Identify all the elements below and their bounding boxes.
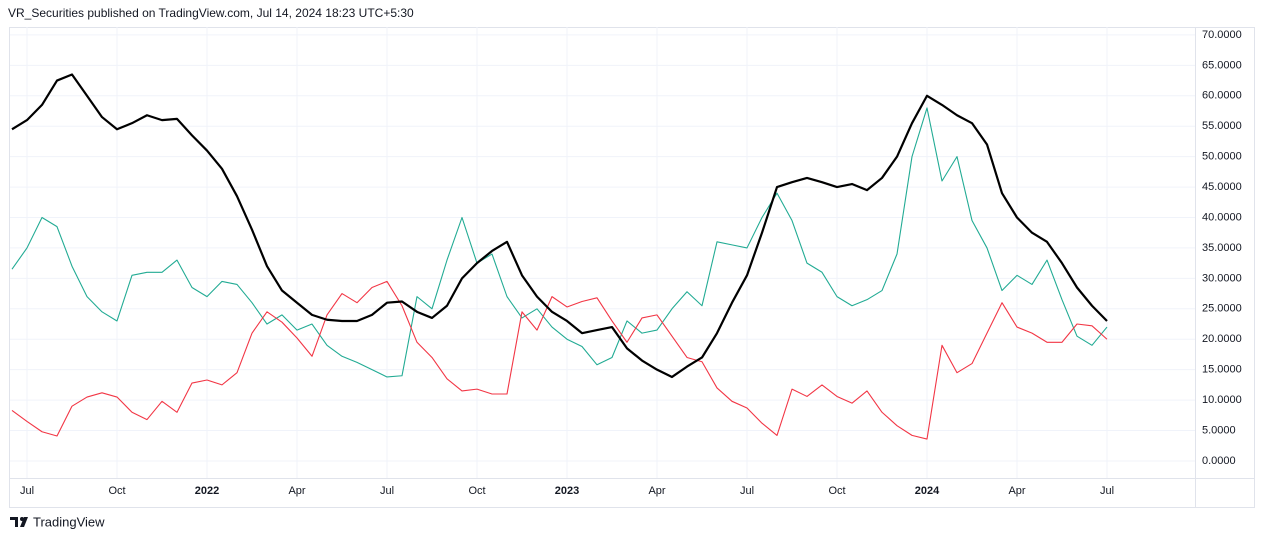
y-tick-label: 60.0000 xyxy=(1202,90,1242,102)
y-tick-label: 70.0000 xyxy=(1202,29,1242,41)
y-tick-label: 0.0000 xyxy=(1202,455,1236,467)
frame xyxy=(9,27,1255,508)
x-tick-label: Jul xyxy=(1100,485,1114,497)
x-tick-label: Apr xyxy=(288,485,305,497)
y-tick-label: 5.0000 xyxy=(1202,424,1236,436)
x-tick-label: 2023 xyxy=(555,485,579,497)
series-line xyxy=(11,107,1108,378)
y-tick-label: 15.0000 xyxy=(1202,364,1242,376)
x-tick-label: Jul xyxy=(740,485,754,497)
y-tick-label: 65.0000 xyxy=(1202,59,1242,71)
y-tick-label: 40.0000 xyxy=(1202,211,1242,223)
y-tick-label: 10.0000 xyxy=(1202,394,1242,406)
logo xyxy=(10,517,28,527)
x-tick-label: Jul xyxy=(380,485,394,497)
series-line xyxy=(11,280,1108,440)
x-tick-label: Apr xyxy=(1008,485,1025,497)
y-tick-label: 55.0000 xyxy=(1202,120,1242,132)
x-tick-label: 2024 xyxy=(915,485,940,497)
x-tick-label: Oct xyxy=(108,485,125,497)
x-tick-label: Apr xyxy=(648,485,665,497)
x-tick-label: Oct xyxy=(468,485,485,497)
logo-dot xyxy=(20,517,24,521)
y-tick-label: 20.0000 xyxy=(1202,333,1242,345)
header: VR_Securities published on TradingView.c… xyxy=(8,6,414,20)
x-tick-label: Jul xyxy=(20,485,34,497)
y-tick-label: 50.0000 xyxy=(1202,151,1242,163)
x-tick-label: 2022 xyxy=(195,485,219,497)
y-tick-label: 35.0000 xyxy=(1202,242,1242,254)
footer: TradingView xyxy=(33,514,105,529)
y-tick-label: 25.0000 xyxy=(1202,303,1242,315)
y-tick-label: 45.0000 xyxy=(1202,181,1242,193)
y-tick-label: 30.0000 xyxy=(1202,272,1242,284)
series-line xyxy=(11,73,1108,379)
x-tick-label: Oct xyxy=(828,485,845,497)
